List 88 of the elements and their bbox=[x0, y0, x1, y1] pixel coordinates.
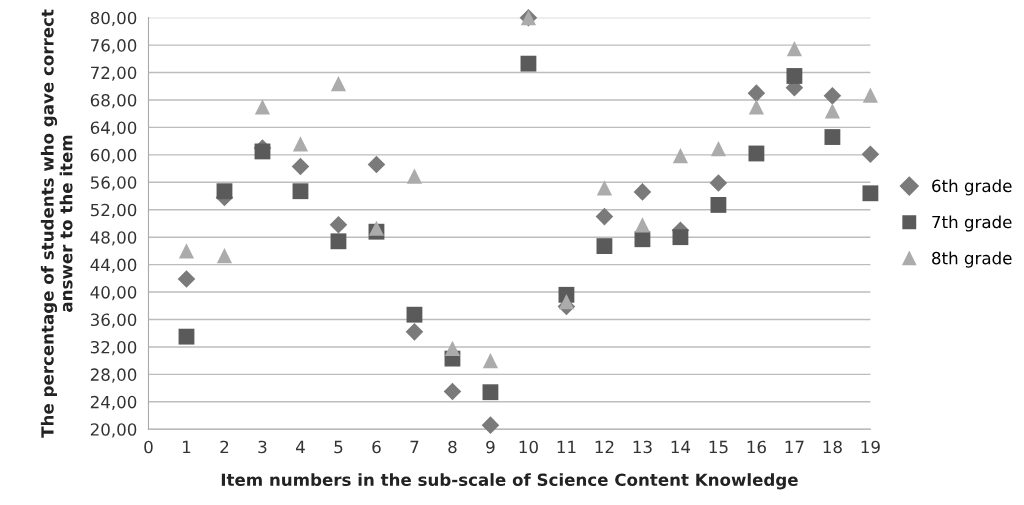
legend-label: 8th grade bbox=[932, 251, 1012, 268]
point bbox=[710, 197, 727, 213]
point bbox=[406, 168, 423, 184]
y-tick-label: 64,00 bbox=[90, 121, 137, 136]
point bbox=[292, 136, 309, 152]
point bbox=[254, 99, 271, 115]
x-tick-label: 6 bbox=[372, 440, 381, 454]
point bbox=[330, 75, 347, 92]
y-tick-label: 32,00 bbox=[90, 340, 137, 356]
point bbox=[633, 183, 652, 201]
point bbox=[596, 238, 613, 255]
point bbox=[748, 99, 765, 115]
point bbox=[672, 147, 689, 164]
point bbox=[634, 231, 651, 248]
x-tick-label: 5 bbox=[334, 440, 343, 454]
point bbox=[177, 270, 196, 288]
x-tick-label: 1 bbox=[183, 440, 191, 454]
point bbox=[634, 217, 651, 233]
x-tick-label: 10 bbox=[519, 440, 538, 454]
point bbox=[292, 183, 309, 200]
point bbox=[709, 174, 728, 192]
point bbox=[710, 141, 727, 157]
point bbox=[862, 87, 879, 103]
y-tick-label: 80,00 bbox=[90, 11, 137, 26]
legend-label: 7th grade bbox=[932, 215, 1012, 232]
y-tick-label: 48,00 bbox=[90, 231, 137, 246]
y-tick-label: 36,00 bbox=[90, 313, 137, 328]
point bbox=[178, 243, 195, 259]
x-tick-label: 18 bbox=[823, 440, 842, 454]
x-tick-label: 3 bbox=[258, 440, 267, 454]
point bbox=[216, 248, 233, 264]
x-axis-title: Item numbers in the sub-scale of Science Content Knowledge bbox=[221, 473, 798, 490]
point bbox=[443, 382, 462, 401]
y-axis-title: The percentage of students who gave correct answer to the item bbox=[40, 9, 73, 438]
x-tick-label: 15 bbox=[709, 440, 728, 454]
point bbox=[824, 103, 841, 119]
y-tick-label: 44,00 bbox=[90, 258, 137, 273]
y-tick-label: 56,00 bbox=[90, 176, 137, 191]
point bbox=[520, 55, 537, 72]
point bbox=[216, 183, 233, 200]
point bbox=[481, 416, 500, 434]
point bbox=[824, 129, 841, 145]
point bbox=[329, 216, 348, 234]
x-tick-label: 7 bbox=[410, 440, 419, 454]
y-tick-label: 52,00 bbox=[90, 203, 137, 219]
y-tick-label: 28,00 bbox=[90, 368, 137, 383]
x-tick-label: 14 bbox=[671, 440, 691, 454]
point bbox=[406, 306, 423, 323]
point bbox=[482, 384, 499, 401]
point bbox=[254, 143, 271, 160]
x-tick-label: 17 bbox=[785, 440, 804, 454]
x-tick-label: 2 bbox=[220, 440, 229, 454]
point bbox=[786, 40, 803, 57]
point bbox=[862, 185, 879, 202]
point bbox=[861, 145, 880, 163]
point bbox=[367, 155, 386, 174]
x-tick-label: 12 bbox=[595, 440, 614, 454]
x-tick-label: 8 bbox=[448, 440, 457, 454]
point bbox=[405, 323, 424, 341]
point bbox=[748, 145, 765, 162]
y-tick-label: 68,00 bbox=[90, 93, 137, 109]
point bbox=[747, 84, 766, 102]
x-tick-label: 13 bbox=[633, 440, 652, 454]
y-tick-label: 60,00 bbox=[90, 148, 137, 164]
point bbox=[444, 340, 461, 356]
x-tick-label: 11 bbox=[557, 440, 576, 454]
point bbox=[330, 233, 347, 250]
point bbox=[291, 157, 310, 176]
x-tick-label: 9 bbox=[486, 440, 495, 454]
x-tick-label: 16 bbox=[747, 440, 766, 454]
point bbox=[786, 68, 803, 84]
point bbox=[672, 229, 689, 246]
y-tick-label: 24,00 bbox=[90, 395, 137, 411]
x-tick-label: 4 bbox=[295, 440, 305, 454]
x-tick-label: 19 bbox=[861, 440, 880, 454]
point bbox=[558, 294, 575, 310]
x-tick-label: 0 bbox=[144, 440, 153, 454]
point bbox=[595, 207, 614, 226]
y-tick-label: 72,00 bbox=[91, 66, 137, 81]
legend-label: 6th grade bbox=[932, 179, 1012, 196]
point bbox=[596, 180, 613, 196]
point bbox=[823, 87, 842, 105]
point bbox=[178, 328, 195, 345]
y-tick-label: 76,00 bbox=[91, 39, 137, 54]
y-tick-label: 40,00 bbox=[90, 286, 137, 301]
point bbox=[482, 353, 499, 369]
point bbox=[368, 220, 385, 236]
y-tick-label: 20,00 bbox=[90, 423, 137, 438]
